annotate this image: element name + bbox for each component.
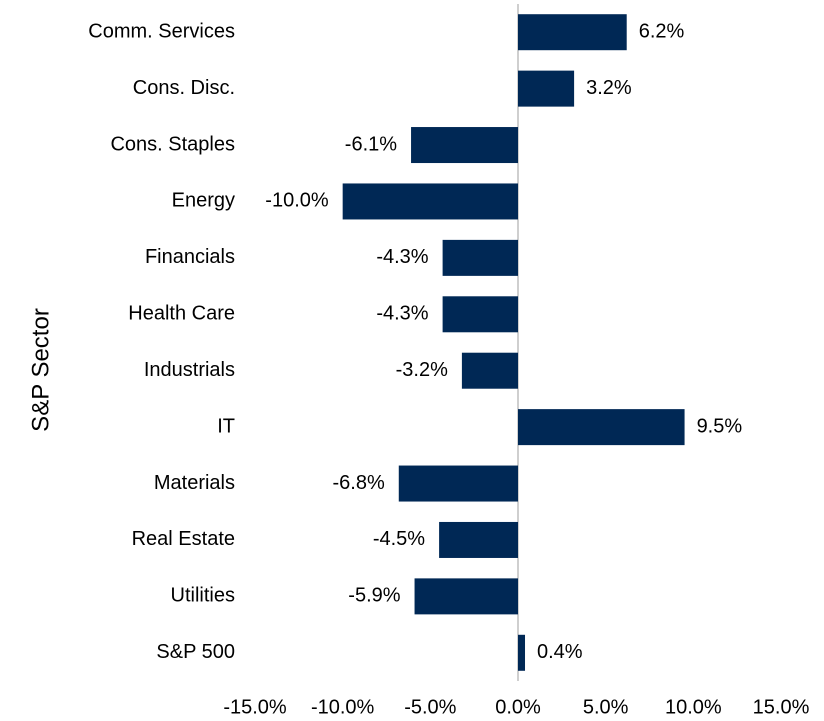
data-label: -5.9%: [348, 585, 400, 607]
y-tick-label: IT: [217, 415, 235, 437]
x-tick-label: 10.0%: [665, 696, 722, 718]
y-tick-label: S&P 500: [156, 641, 235, 663]
bar: [518, 409, 685, 446]
y-tick-label: Financials: [145, 246, 235, 268]
bar: [518, 634, 526, 671]
y-tick-label: Materials: [154, 472, 235, 494]
x-tick-label: -10.0%: [311, 696, 375, 718]
x-tick-label: -15.0%: [223, 696, 287, 718]
bar: [439, 521, 518, 558]
data-label: -4.3%: [376, 246, 428, 268]
bar: [342, 183, 518, 220]
data-label: -10.0%: [265, 190, 329, 212]
y-tick-label: Energy: [172, 190, 235, 212]
data-label: -4.5%: [373, 528, 425, 550]
data-label: -4.3%: [376, 303, 428, 325]
x-tick-label: 0.0%: [495, 696, 541, 718]
data-label: 6.2%: [639, 20, 685, 42]
x-tick-label: 5.0%: [583, 696, 629, 718]
data-label: -6.1%: [345, 133, 397, 155]
y-axis-title: S&P Sector: [27, 308, 54, 432]
data-label: 0.4%: [537, 641, 583, 663]
data-label: -3.2%: [396, 359, 448, 381]
bar: [398, 465, 518, 502]
bar: [518, 14, 627, 51]
data-label: -6.8%: [333, 472, 385, 494]
y-tick-label: Cons. Staples: [110, 133, 235, 155]
x-tick-label: -5.0%: [404, 696, 456, 718]
y-tick-label: Cons. Disc.: [133, 77, 235, 99]
y-tick-label: Utilities: [171, 585, 235, 607]
bar: [518, 70, 575, 107]
x-tick-label: 15.0%: [753, 696, 810, 718]
y-tick-label: Health Care: [128, 303, 235, 325]
y-tick-label: Real Estate: [132, 528, 235, 550]
bar: [414, 578, 518, 615]
y-tick-label: Comm. Services: [88, 20, 235, 42]
bar: [442, 239, 518, 276]
bar: [461, 352, 518, 389]
bar: [442, 296, 518, 333]
data-label: 3.2%: [586, 77, 632, 99]
data-label: 9.5%: [697, 415, 743, 437]
bar: [411, 127, 518, 164]
y-tick-label: Industrials: [144, 359, 235, 381]
